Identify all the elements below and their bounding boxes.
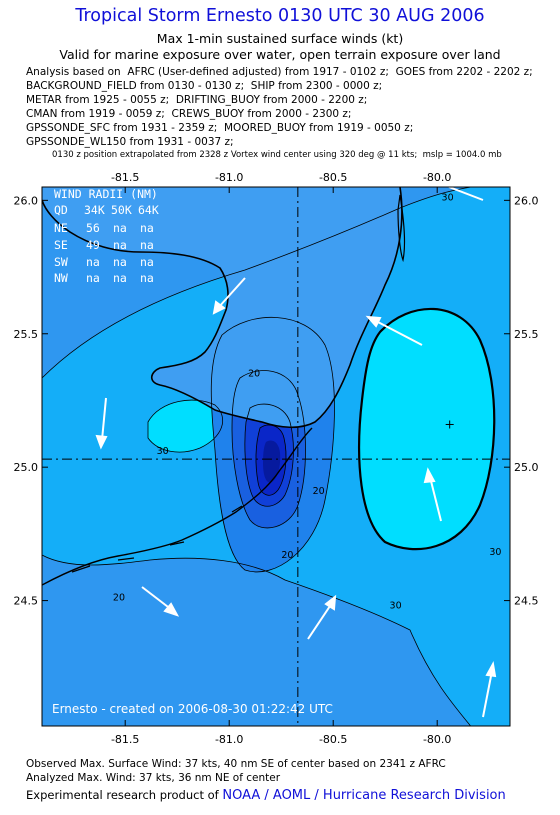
florida-keys xyxy=(71,505,243,573)
lat-tick-label: 24.5 xyxy=(514,595,539,608)
position-note: 0130 z position extrapolated from 2328 z… xyxy=(52,150,502,160)
contour-label: 20 xyxy=(248,368,260,379)
analysis-line: METAR from 1925 - 0055 z; DRIFTING_BUOY … xyxy=(26,94,368,106)
page-title: Tropical Storm Ernesto 0130 UTC 30 AUG 2… xyxy=(75,6,485,26)
lon-tick-label: -80.5 xyxy=(319,733,347,746)
wind-vector xyxy=(448,187,484,201)
wind-vector xyxy=(307,594,337,640)
lat-tick-label: 25.0 xyxy=(14,461,39,474)
lon-tick-label: -80.0 xyxy=(423,171,451,184)
wind-vector xyxy=(482,660,497,718)
bahamas-island xyxy=(397,194,406,263)
lon-tick-label: -81.0 xyxy=(215,171,243,184)
wind-vector xyxy=(212,277,246,315)
contour-line xyxy=(147,399,224,453)
analyzed-max-wind: Analyzed Max. Wind: 37 kts, 36 nm NE of … xyxy=(26,772,281,784)
lon-ticks-top: -81.5 -81.0 -80.5 -80.0 xyxy=(111,171,451,193)
lat-tick-label: 25.5 xyxy=(14,328,39,341)
lat-tick-label: 26.0 xyxy=(14,194,39,207)
contour-label: 30 xyxy=(442,192,454,203)
wind-vector xyxy=(95,397,108,450)
contour-line xyxy=(255,424,287,496)
wind-region-above-30 xyxy=(359,308,495,550)
wind-radii-table: WIND RADII (NM) QD 34K 50K 64K NE 56 na na SE 4… xyxy=(54,187,159,285)
contour-label: 20 xyxy=(113,593,125,604)
wind-arrows xyxy=(95,187,497,718)
lat-ticks-right: 26.0 25.5 25.0 24.5 xyxy=(504,194,539,608)
lat-tick-label: 25.5 xyxy=(514,328,539,341)
contour-label: 20 xyxy=(281,550,293,561)
subtitle-validity: Valid for marine exposure over water, op… xyxy=(59,47,501,62)
wind-vector xyxy=(141,586,180,617)
subtitle-winds: Max 1-min sustained surface winds (kt) xyxy=(156,31,404,46)
analysis-line: CMAN from 1919 - 0059 z; CREWS_BUOY from… xyxy=(26,108,352,120)
contour-label: 30 xyxy=(390,601,402,612)
lon-tick-label: -81.5 xyxy=(111,733,139,746)
contour-line-thick xyxy=(358,307,496,551)
contour-line xyxy=(42,554,472,726)
storm-center-crosshair xyxy=(42,187,510,726)
analysis-line: BACKGROUND_FIELD from 0130 - 0130 z; SHI… xyxy=(26,80,383,92)
wind-core-40 xyxy=(263,440,281,483)
contours xyxy=(42,187,496,726)
credit-org-link[interactable]: NOAA / AOML / Hurricane Research Divisio… xyxy=(222,788,506,803)
wind-radii-row: SW na na na xyxy=(54,255,154,269)
lat-ticks-left: 26.0 25.5 25.0 24.5 xyxy=(14,194,48,608)
map-credit: Ernesto - created on 2006-08-30 01:22:42… xyxy=(52,702,333,716)
lat-tick-label: 25.0 xyxy=(514,461,539,474)
analysis-line: GPSSONDE_SFC from 1931 - 2359 z; MOORED_… xyxy=(26,122,414,134)
contour-line xyxy=(210,317,335,573)
observed-max-wind: Observed Max. Surface Wind: 37 kts, 40 n… xyxy=(26,758,446,770)
contour-line xyxy=(244,403,294,507)
contour-line xyxy=(231,370,306,529)
analysis-line: GPSSONDE_WL150 from 1931 - 0037 z; xyxy=(26,136,234,148)
analysis-line: Analysis based on AFRC (User-defined adj… xyxy=(26,66,533,78)
florida-keys xyxy=(42,427,313,586)
coastline xyxy=(42,187,403,429)
wind-vector xyxy=(423,467,442,522)
max-wind-marker xyxy=(445,420,454,429)
lon-tick-label: -81.0 xyxy=(215,733,243,746)
lon-tick-label: -81.5 xyxy=(111,171,139,184)
lat-tick-label: 26.0 xyxy=(514,194,539,207)
lon-tick-label: -80.5 xyxy=(319,171,347,184)
credit-prefix: Experimental research product of xyxy=(26,788,223,802)
wind-radii-row: NE 56 na na xyxy=(54,221,154,235)
wind-radii-title: WIND RADII (NM) xyxy=(54,187,158,201)
contour-label: 20 xyxy=(313,486,325,497)
lon-tick-label: -80.0 xyxy=(423,733,451,746)
wind-radii-row: NW na na na xyxy=(54,271,154,285)
contour-label: 30 xyxy=(157,446,169,457)
contour-labels: 20 30 20 20 20 30 30 30 xyxy=(113,192,502,611)
plot-frame xyxy=(41,186,511,727)
contour-line xyxy=(42,187,474,379)
credit-line: Experimental research product of NOAA / … xyxy=(26,788,506,803)
lat-tick-label: 24.5 xyxy=(14,595,39,608)
lon-ticks-bottom: -81.5 -81.0 -80.5 -80.0 xyxy=(111,720,451,746)
wind-radii-header: QD 34K 50K 64K xyxy=(54,203,159,217)
wind-analysis-map: 20 30 20 20 20 30 30 30 -81.5 -81.0 -80.5 -80.0 -8… xyxy=(14,171,539,746)
contour-label: 30 xyxy=(489,547,501,558)
wind-radii-row: SE 49 na na xyxy=(54,238,154,252)
wind-vector xyxy=(365,315,423,346)
wind-region-above-30-west xyxy=(148,400,223,453)
florida-land xyxy=(42,187,402,428)
